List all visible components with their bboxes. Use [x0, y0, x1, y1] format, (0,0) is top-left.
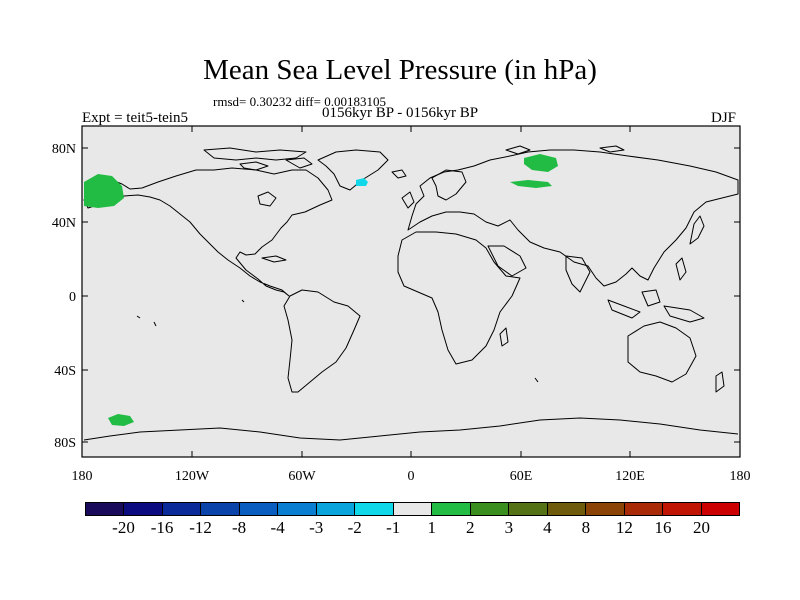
eurasia-coast — [407, 149, 739, 287]
colorbar-segment — [239, 503, 279, 515]
colorbar-segment — [201, 503, 240, 515]
period-label: 0156kyr BP - 0156kyr BP — [322, 105, 479, 121]
colorbar-segment — [162, 503, 202, 515]
colorbar-label: 16 — [654, 518, 672, 537]
colorbar-label: -3 — [309, 518, 324, 537]
map-frame — [81, 125, 741, 458]
positive-anomaly-alaska — [84, 174, 124, 208]
lon-label-60w: 60W — [288, 469, 316, 484]
lon-label-180e: 180 — [730, 469, 751, 484]
arctic-islands-coast — [203, 147, 307, 161]
anomaly-regions — [84, 154, 558, 426]
lon-label-0: 0 — [408, 469, 415, 484]
colorbar-label: 3 — [504, 518, 514, 537]
antarctica-coast — [83, 417, 739, 441]
colorbar-label: 8 — [581, 518, 591, 537]
lon-label-120w: 120W — [175, 469, 210, 484]
colorbar-segment — [124, 503, 163, 515]
colorbar-segment — [663, 503, 702, 515]
colorbar-label: -4 — [270, 518, 285, 537]
experiment-label: Expt = teit5-tein5 — [82, 110, 188, 126]
colorbar-segment — [393, 503, 433, 515]
season-label: DJF — [711, 110, 737, 126]
lon-label-120e: 120E — [615, 469, 645, 484]
australia-coast — [627, 321, 697, 383]
colorbar-label: -12 — [189, 518, 212, 537]
colorbar-label: -20 — [112, 518, 135, 537]
colorbar-label: 20 — [692, 518, 710, 537]
colorbar-label: -2 — [347, 518, 362, 537]
colorbar-label: -16 — [150, 518, 174, 537]
negative-anomaly-greenland-sea — [356, 178, 368, 186]
lat-label-80n: 80N — [52, 142, 76, 157]
colorbar-label: -8 — [232, 518, 247, 537]
lat-label-80s: 80S — [54, 436, 76, 451]
lat-label-40s: 40S — [54, 364, 76, 379]
greenland-coast — [317, 149, 389, 191]
lon-label-60e: 60E — [510, 469, 533, 484]
colorbar-segment — [701, 503, 739, 515]
africa-coast — [397, 231, 521, 365]
stats-text: rmsd= 0.30232 diff= 0.00183105 — [213, 94, 386, 109]
south-america-coast — [283, 289, 361, 393]
colorbar-label: -1 — [386, 518, 401, 537]
colorbar-label: 12 — [615, 518, 633, 537]
colorbar-label: 4 — [543, 518, 552, 537]
colorbar-segment — [624, 503, 664, 515]
colorbar-label: 2 — [466, 518, 475, 537]
lat-label-40n: 40N — [52, 216, 76, 231]
colorbar-segment — [470, 503, 510, 515]
north-america-coast — [83, 167, 333, 297]
lat-label-0: 0 — [69, 290, 76, 305]
colorbar-segment — [432, 503, 471, 515]
coastlines — [83, 145, 739, 441]
colorbar-segment — [316, 503, 356, 515]
colorbar-segment — [355, 503, 394, 515]
positive-anomaly-south-pacific — [108, 414, 134, 426]
positive-anomaly-scandinavia — [524, 154, 558, 172]
colorbar-segment — [509, 503, 548, 515]
lon-label-180w: 180 — [72, 469, 93, 484]
colorbar-segment — [547, 503, 587, 515]
colorbar-segment — [586, 503, 625, 515]
colorbar-segment — [278, 503, 317, 515]
colorbar-segment — [86, 503, 125, 515]
colorbar-label: 1 — [427, 518, 437, 537]
colorbar — [85, 502, 740, 516]
map-title: Mean Sea Level Pressure (in hPa) — [203, 54, 597, 86]
positive-anomaly-russia — [510, 180, 552, 188]
axis-ticks — [82, 126, 740, 457]
